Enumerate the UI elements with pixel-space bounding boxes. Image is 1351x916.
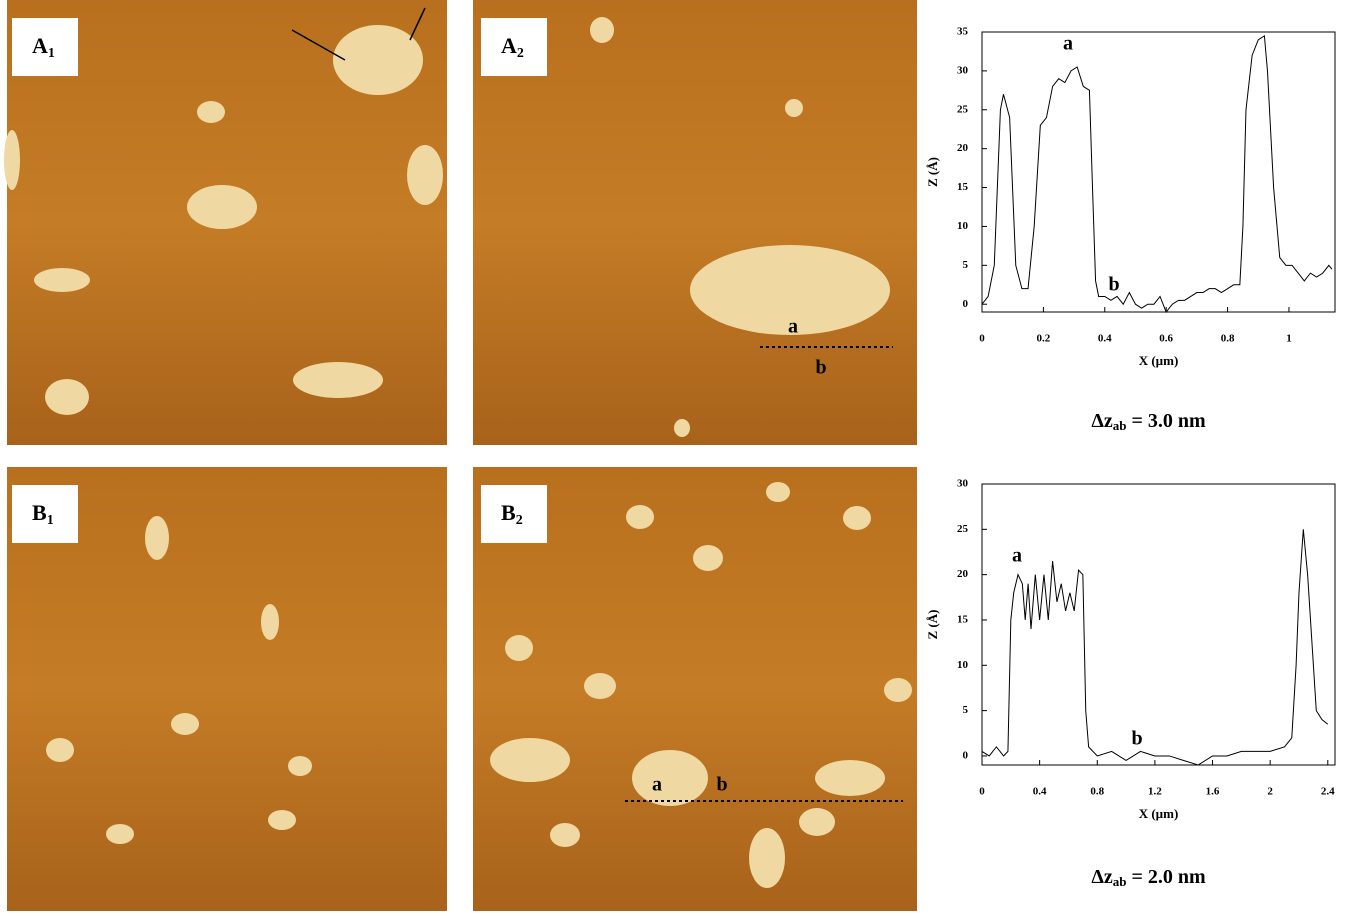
note-prefix: Δz — [1091, 410, 1113, 432]
y-tick-label: 0 — [963, 749, 969, 761]
y-tick-label: 15 — [957, 613, 969, 625]
panel-letter: A — [501, 33, 517, 58]
panel-subscript: 1 — [47, 513, 54, 528]
x-tick-label: 1.2 — [1148, 786, 1162, 798]
step-height: Δzab = 3.0 nm — [1091, 410, 1206, 433]
panel-label: A1 — [32, 33, 55, 61]
y-tick-label: 20 — [957, 142, 969, 154]
y-tick-label: 10 — [957, 659, 969, 671]
x-axis-label: X (µm) — [1139, 806, 1179, 821]
panel-subscript: 2 — [517, 46, 524, 61]
note-suffix: = 3.0 nm — [1131, 410, 1206, 432]
y-tick-label: 0 — [963, 298, 969, 310]
x-tick-label: 1.6 — [1206, 786, 1220, 798]
note-subscript: ab — [1113, 418, 1127, 433]
x-tick-label: 0.2 — [1037, 333, 1051, 345]
y-tick-label: 35 — [957, 26, 969, 38]
step-height: Δzab = 2.0 nm — [1091, 866, 1206, 889]
label-box — [481, 18, 547, 76]
y-tick-label: 15 — [957, 181, 969, 193]
label-box — [12, 485, 78, 543]
panel-label: A2 — [501, 33, 524, 61]
profile-mark: a — [788, 316, 798, 338]
y-tick-label: 25 — [957, 523, 969, 535]
profile-line — [981, 35, 1333, 313]
profile-line — [981, 529, 1329, 766]
y-tick-label: 30 — [957, 64, 969, 76]
panel-letter: B — [32, 500, 47, 525]
panel-subscript: 2 — [516, 513, 523, 528]
y-tick-label: 30 — [957, 478, 969, 490]
panel-letter: A — [32, 33, 48, 58]
annotation: a — [1012, 545, 1022, 567]
x-tick-label: 2.4 — [1321, 786, 1335, 798]
y-tick-label: 5 — [963, 704, 969, 716]
x-tick-label: 0.6 — [1159, 333, 1173, 345]
afm-image — [7, 467, 447, 911]
y-axis-label: Z (Å) — [925, 610, 940, 640]
plot-frame — [981, 483, 1336, 766]
x-tick-label: 0.8 — [1090, 786, 1104, 798]
annotation: b — [1131, 728, 1142, 750]
note-prefix: Δz — [1091, 866, 1113, 888]
profile-mark: b — [815, 357, 826, 379]
panel-subscript: 1 — [48, 46, 55, 61]
islands — [4, 17, 912, 888]
label-box — [12, 18, 78, 76]
x-tick-label: 2 — [1267, 786, 1273, 798]
profile-mark: a — [652, 774, 662, 796]
x-tick-label: 0.4 — [1033, 786, 1047, 798]
y-tick-label: 5 — [963, 259, 969, 271]
y-tick-label: 25 — [957, 103, 969, 115]
x-axis-label: X (µm) — [1139, 353, 1179, 368]
x-tick-label: 0.4 — [1098, 333, 1112, 345]
x-tick-label: 0 — [979, 333, 985, 345]
y-tick-label: 20 — [957, 568, 969, 580]
annotation: b — [1108, 274, 1119, 296]
note-subscript: ab — [1113, 874, 1127, 889]
y-tick-label: 10 — [957, 220, 969, 232]
note-suffix: = 2.0 nm — [1131, 866, 1206, 888]
profile-mark: b — [716, 774, 727, 796]
label-box — [481, 485, 547, 543]
x-tick-label: 0 — [979, 786, 985, 798]
panel-label: B2 — [501, 500, 523, 528]
afm-images — [4, 0, 917, 911]
x-tick-label: 1 — [1286, 333, 1292, 345]
y-axis-label: Z (Å) — [925, 157, 940, 187]
plot-frame — [981, 31, 1336, 313]
arrows — [291, 7, 426, 61]
panel-letter: B — [501, 500, 516, 525]
panel-label: B1 — [32, 500, 54, 528]
x-tick-label: 0.8 — [1221, 333, 1235, 345]
annotation: a — [1063, 33, 1073, 55]
